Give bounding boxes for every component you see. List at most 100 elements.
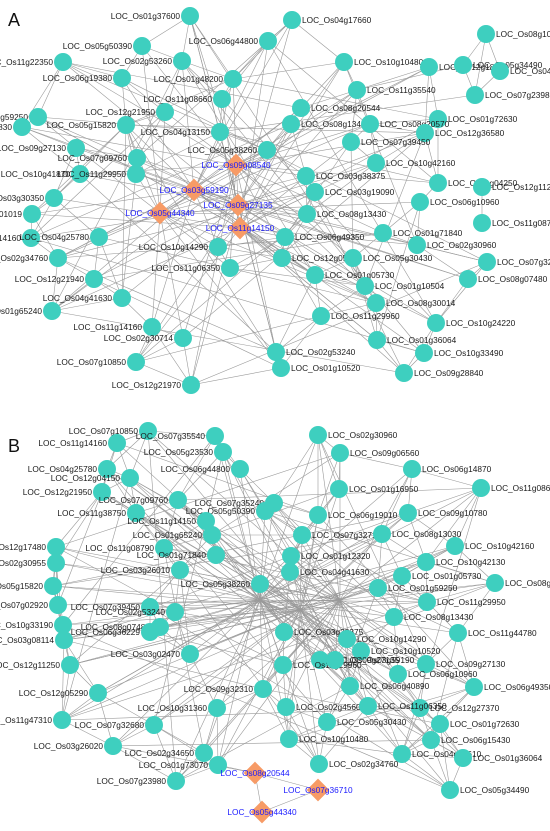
- network-edge: [112, 745, 177, 782]
- gene-node: [209, 238, 227, 256]
- gene-node-label: LOC_Os02g34650: [125, 748, 195, 758]
- gene-node-label: LOC_Os01g71840: [393, 228, 463, 238]
- gene-node: [44, 577, 62, 595]
- network-edge: [98, 236, 123, 299]
- gene-node: [181, 7, 199, 25]
- network-edge: [121, 77, 195, 191]
- network-edge: [175, 685, 351, 782]
- gene-node: [113, 289, 131, 307]
- gene-node-label: LOC_Os09g32310: [184, 684, 254, 694]
- network-edge: [190, 164, 237, 386]
- gene-node: [22, 229, 40, 247]
- gene-node-label: LOC_Os12g04150: [51, 473, 121, 483]
- gene-node: [211, 123, 229, 141]
- network-edge: [229, 164, 237, 269]
- gene-node: [341, 677, 359, 695]
- network-edge: [299, 582, 496, 611]
- network-edge: [339, 599, 403, 755]
- gene-node: [280, 730, 298, 748]
- network-edge: [317, 434, 340, 490]
- network-edge: [339, 487, 482, 601]
- gene-node: [429, 174, 447, 192]
- gene-node-label: LOC_Os09g06560: [350, 448, 420, 458]
- gene-node: [208, 699, 226, 717]
- network-edge: [189, 15, 366, 287]
- network-edge: [290, 555, 341, 601]
- gene-node: [297, 167, 315, 185]
- network-edge: [189, 15, 234, 80]
- network-edge: [319, 599, 341, 661]
- network-edge: [425, 487, 482, 563]
- gene-node-label: LOC_Os12g21950: [86, 107, 156, 117]
- gene-node-label: LOC_Os07g39450: [361, 137, 431, 147]
- gene-node: [478, 253, 496, 271]
- gene-node: [311, 651, 329, 669]
- network-edge: [159, 175, 307, 214]
- network-edge: [193, 40, 269, 191]
- network-edge: [193, 131, 221, 191]
- gene-node: [415, 344, 433, 362]
- network-edge: [61, 719, 114, 747]
- network-edge: [237, 204, 437, 324]
- network-edge: [63, 639, 99, 694]
- network-edge: [30, 204, 239, 239]
- gene-node-label: LOC_Os04g32610: [412, 749, 482, 759]
- gene-node: [156, 103, 174, 121]
- gene-node-label: LOC_Os06g10960: [408, 669, 478, 679]
- network-edge: [219, 94, 476, 133]
- network-edge: [299, 514, 319, 611]
- network-edge: [147, 430, 301, 611]
- gene-node-label: LOC_Os03g19090: [325, 187, 395, 197]
- gene-node-label: LOC_Os12g27370: [430, 703, 500, 713]
- gene-node-label: LOC_Os05g23530: [144, 447, 214, 457]
- gene-node: [283, 11, 301, 29]
- network-edge: [339, 599, 475, 688]
- network-edge: [217, 599, 341, 766]
- gene-node-label: LOC_Os04g41630: [43, 293, 113, 303]
- network-edge: [424, 66, 430, 134]
- network-edge: [369, 118, 439, 125]
- network-edge: [97, 692, 114, 747]
- network-edge: [55, 491, 103, 548]
- network-edge: [61, 664, 71, 721]
- network-edge: [69, 599, 341, 666]
- network-edge: [136, 157, 239, 206]
- gene-node: [214, 443, 232, 461]
- network-edge: [135, 361, 192, 386]
- gene-node-label: LOC_Os08g13430: [404, 612, 474, 622]
- gene-node: [108, 434, 126, 452]
- gene-node: [267, 343, 285, 361]
- hub-node-label: LOC_Os09g27135: [203, 200, 273, 210]
- network-edge: [280, 315, 322, 369]
- gene-node: [330, 480, 348, 498]
- gene-node-label: LOC_Os06g19010: [328, 510, 398, 520]
- network-edge: [63, 599, 341, 641]
- network-edge: [367, 705, 464, 759]
- gene-node: [352, 642, 370, 660]
- gene-node-label: LOC_Os08g07480: [478, 274, 548, 284]
- gene-node-label: LOC_Os06g49350: [484, 682, 550, 692]
- network-edge: [112, 745, 256, 774]
- network-edge: [205, 520, 348, 640]
- network-edge: [141, 45, 237, 166]
- network-edge: [299, 488, 340, 611]
- network-edge: [235, 164, 354, 259]
- gene-node: [167, 772, 185, 790]
- network-edge: [376, 201, 421, 341]
- gene-node: [117, 116, 135, 134]
- gene-node-label: LOC_Os10g33190: [0, 620, 53, 630]
- gene-node-label: LOC_Os08g10304: [496, 29, 550, 39]
- gene-node-label: LOC_Os06g44800: [189, 36, 259, 46]
- gene-node: [133, 37, 151, 55]
- gene-node: [367, 154, 385, 172]
- gene-node: [418, 593, 436, 611]
- gene-node: [338, 630, 356, 648]
- gene-node: [389, 665, 407, 683]
- network-edge: [317, 434, 341, 601]
- network-edge: [62, 624, 451, 791]
- network-edge: [159, 212, 184, 339]
- network-edge: [375, 132, 426, 164]
- network-edge: [232, 19, 293, 80]
- gene-node-label: LOC_Os08g20570: [380, 119, 450, 129]
- gene-node-label: LOC_Os05g15820: [0, 581, 43, 591]
